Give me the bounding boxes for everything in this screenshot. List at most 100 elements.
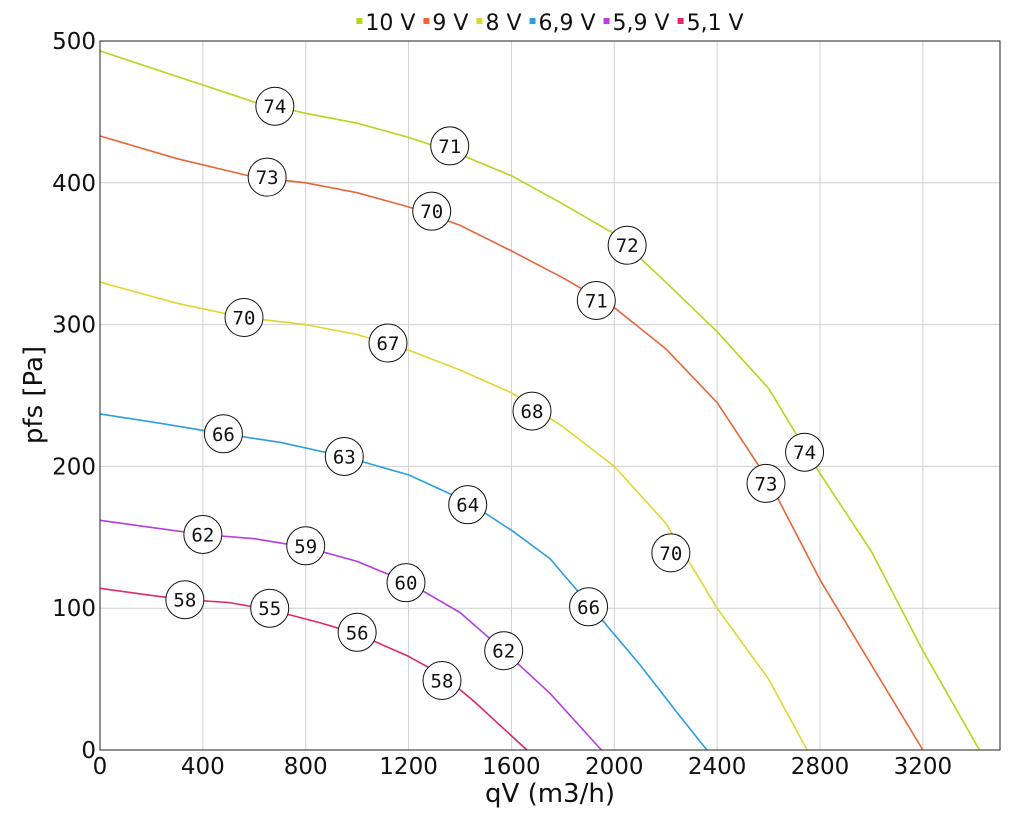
y-tick-label: 100 bbox=[52, 596, 96, 622]
legend: 10 V 9 V 8 V 6,9 V 5,9 V 5,1 V bbox=[356, 11, 744, 36]
legend-item: 6,9 V bbox=[529, 11, 596, 36]
sound-level-marker: 66 bbox=[203, 414, 243, 454]
legend-label: 8 V bbox=[485, 11, 521, 36]
sound-level-marker: 55 bbox=[250, 588, 290, 628]
legend-item: 5,1 V bbox=[677, 11, 744, 36]
marker-circle bbox=[165, 580, 205, 620]
sound-level-marker: 71 bbox=[430, 126, 470, 166]
sound-level-marker: 72 bbox=[607, 225, 647, 265]
marker-circle bbox=[368, 323, 408, 363]
marker-circle bbox=[430, 126, 470, 166]
marker-label: 58 bbox=[431, 671, 454, 693]
sound-level-marker: 59 bbox=[286, 526, 326, 566]
series-line bbox=[99, 587, 528, 751]
marker-label: 56 bbox=[346, 622, 369, 644]
marker-label: 71 bbox=[585, 290, 608, 312]
legend-label: 10 V bbox=[365, 11, 415, 36]
marker-label: 67 bbox=[377, 333, 400, 355]
y-tick-label: 300 bbox=[52, 313, 96, 339]
marker-label: 58 bbox=[173, 590, 196, 612]
legend-swatch bbox=[356, 18, 363, 24]
x-tick-label: 2400 bbox=[688, 754, 747, 780]
legend-item: 5,9 V bbox=[603, 11, 670, 36]
y-axis-ticks: 0 100 200 300 400 500 bbox=[52, 29, 96, 764]
legend-swatch bbox=[603, 18, 610, 24]
x-axis-title: qV (m3/h) bbox=[485, 779, 615, 809]
marker-circle bbox=[422, 661, 462, 701]
sound-level-markers: 74 71 72 74 73 70 71 73 70 67 68 70 66 63 64 66 62 59 60 62… bbox=[165, 86, 825, 701]
marker-label: 68 bbox=[521, 401, 544, 423]
legend-label: 5,9 V bbox=[613, 11, 670, 36]
marker-label: 62 bbox=[191, 524, 214, 546]
x-tick-label: 2800 bbox=[791, 754, 850, 780]
legend-swatch bbox=[476, 18, 483, 24]
marker-label: 66 bbox=[577, 597, 600, 619]
legend-label: 9 V bbox=[432, 11, 468, 36]
legend-label: 5,1 V bbox=[687, 11, 744, 36]
y-tick-label: 0 bbox=[81, 738, 96, 764]
marker-label: 55 bbox=[258, 598, 281, 620]
grid-lines bbox=[99, 40, 1000, 751]
marker-circle bbox=[255, 86, 295, 126]
marker-circle bbox=[386, 563, 426, 603]
marker-circle bbox=[785, 432, 825, 472]
legend-swatch bbox=[423, 18, 430, 24]
x-tick-label: 3200 bbox=[894, 754, 953, 780]
x-tick-label: 0 bbox=[93, 754, 108, 780]
y-tick-label: 500 bbox=[52, 29, 96, 55]
legend-item: 10 V bbox=[356, 11, 415, 36]
marker-label: 74 bbox=[793, 442, 816, 464]
sound-level-marker: 71 bbox=[576, 280, 616, 320]
marker-label: 60 bbox=[395, 573, 418, 595]
sound-level-marker: 56 bbox=[337, 612, 377, 652]
marker-circle bbox=[484, 631, 524, 671]
sound-level-marker: 70 bbox=[412, 191, 452, 231]
sound-level-marker: 73 bbox=[247, 157, 287, 197]
marker-label: 70 bbox=[233, 308, 256, 330]
marker-circle bbox=[651, 533, 691, 573]
marker-label: 74 bbox=[263, 96, 286, 118]
marker-circle bbox=[512, 391, 552, 431]
sound-level-marker: 73 bbox=[746, 463, 786, 503]
sound-level-marker: 67 bbox=[368, 323, 408, 363]
marker-circle bbox=[569, 587, 609, 627]
legend-swatch bbox=[677, 18, 684, 24]
sound-level-marker: 70 bbox=[224, 298, 264, 338]
marker-label: 62 bbox=[492, 641, 515, 663]
marker-circle bbox=[183, 514, 223, 554]
y-tick-label: 400 bbox=[52, 171, 96, 197]
marker-circle bbox=[324, 436, 364, 476]
sound-level-marker: 58 bbox=[422, 661, 462, 701]
y-tick-label: 200 bbox=[52, 454, 96, 480]
sound-level-marker: 66 bbox=[569, 587, 609, 627]
x-axis-ticks: 0 400 800 1200 1600 2000 2400 2800 3200 bbox=[93, 754, 952, 780]
marker-circle bbox=[576, 280, 616, 320]
sound-level-marker: 64 bbox=[448, 485, 488, 525]
marker-label: 63 bbox=[333, 446, 356, 468]
x-tick-label: 400 bbox=[181, 754, 225, 780]
sound-level-marker: 60 bbox=[386, 563, 426, 603]
marker-label: 73 bbox=[256, 167, 279, 189]
sound-level-marker: 62 bbox=[183, 514, 223, 554]
marker-label: 66 bbox=[212, 424, 235, 446]
marker-circle bbox=[286, 526, 326, 566]
plot-frame bbox=[99, 40, 1001, 751]
marker-circle bbox=[247, 157, 287, 197]
marker-circle bbox=[337, 612, 377, 652]
marker-label: 71 bbox=[438, 136, 461, 158]
sound-level-marker: 63 bbox=[324, 436, 364, 476]
legend-label: 6,9 V bbox=[539, 11, 596, 36]
x-tick-label: 2000 bbox=[585, 754, 644, 780]
marker-circle bbox=[250, 588, 290, 628]
x-tick-label: 1600 bbox=[482, 754, 541, 780]
sound-level-marker: 68 bbox=[512, 391, 552, 431]
marker-circle bbox=[448, 485, 488, 525]
legend-item: 9 V bbox=[423, 11, 468, 36]
marker-label: 70 bbox=[659, 543, 682, 565]
sound-level-marker: 74 bbox=[785, 432, 825, 472]
marker-label: 70 bbox=[420, 201, 443, 223]
x-tick-label: 1200 bbox=[379, 754, 438, 780]
marker-label: 72 bbox=[616, 235, 639, 257]
legend-item: 8 V bbox=[476, 11, 522, 36]
